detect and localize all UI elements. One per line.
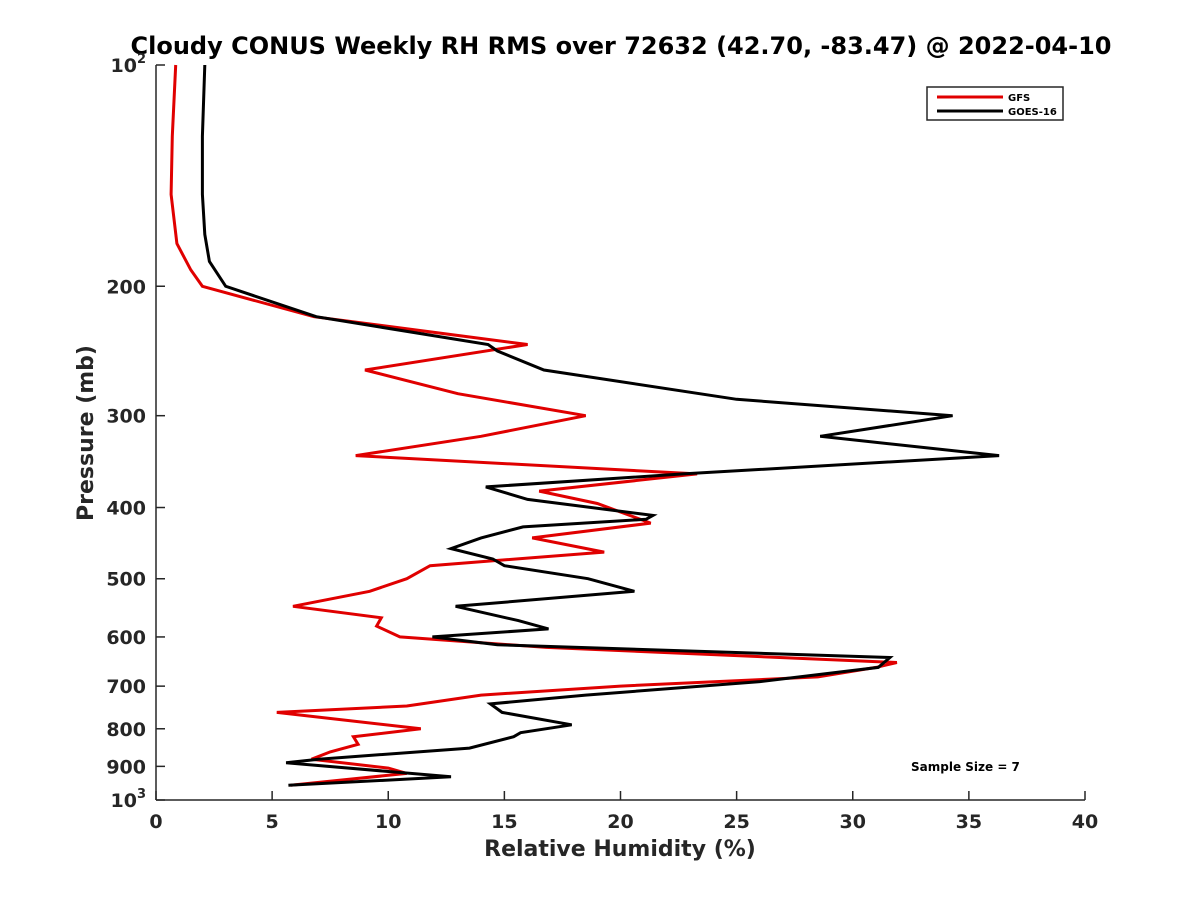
y-tick-label: 900 [106,756,146,778]
legend-label-goes-16: GOES-16 [1008,107,1057,118]
y-tick-label: 200 [106,276,146,298]
series-line-gfs [169,64,898,787]
x-tick-label: 35 [956,811,982,833]
series-layer [169,64,1000,787]
y-tick-label: 500 [106,569,146,591]
chart-title: Cloudy CONUS Weekly RH RMS over 72632 (4… [131,32,1112,60]
y-tick-label: 102 [111,52,147,77]
sample-size-annotation: Sample Size = 7 [911,760,1020,774]
y-tick-label: 400 [106,498,146,520]
x-tick-label: 30 [840,811,866,833]
x-axis-label: Relative Humidity (%) [484,837,756,862]
y-tick-label: 300 [106,406,146,428]
legend-box [926,86,1064,121]
y-tick-label: 700 [106,676,146,698]
x-tick-label: 10 [375,811,401,833]
axes-layer: 0 5 10 15 20 25 30 35 40 102 200 300 400 500 600 700 800… [106,52,1098,833]
x-tick-label: 0 [149,811,162,833]
y-tick-label: 800 [106,719,146,741]
y-tick-label: 600 [106,627,146,649]
legend-label-gfs: GFS [1008,93,1030,104]
x-tick-label: 5 [266,811,279,833]
x-tick-label: 40 [1072,811,1098,833]
series-line-goes-16 [200,64,1000,787]
x-tick-label: 20 [607,811,633,833]
x-tick-label: 25 [723,811,749,833]
y-tick-label: 103 [111,787,147,812]
legend: GFS GOES-16 [926,86,1064,121]
x-tick-label: 15 [491,811,517,833]
y-axis-label: Pressure (mb) [74,345,99,521]
